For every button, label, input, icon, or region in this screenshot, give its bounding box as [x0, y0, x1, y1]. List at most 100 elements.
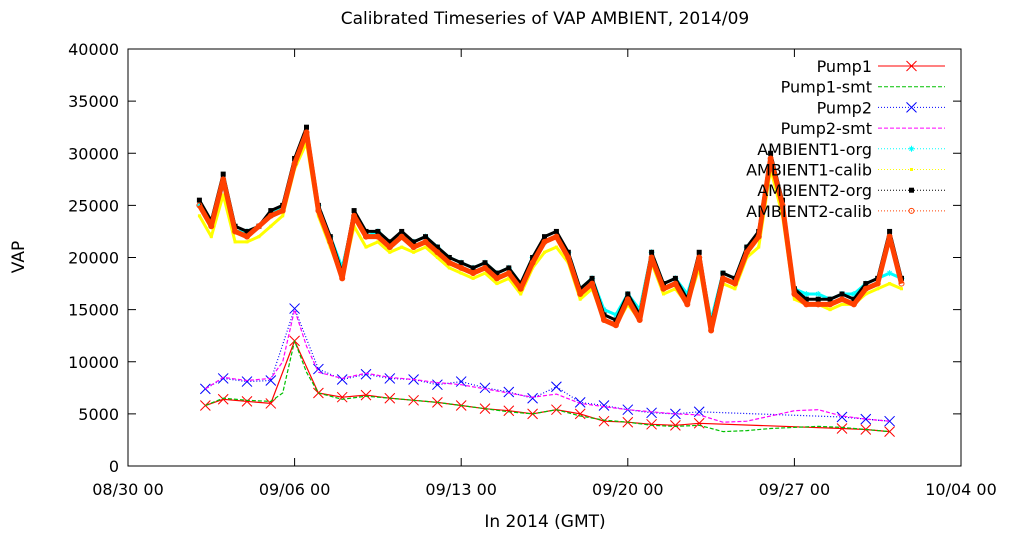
data-point-ambient2-calib: [291, 160, 298, 167]
data-point-pump1: [241, 396, 253, 407]
data-point-ambient2-org: [827, 296, 833, 302]
series-line-ambient2-calib: [197, 129, 904, 333]
data-point-ambient2-calib: [220, 176, 227, 183]
data-point-ambient1-calib: [459, 271, 463, 275]
data-point-ambient2-calib: [232, 228, 239, 235]
y-tick-label: 30000: [68, 144, 119, 163]
data-point-ambient2-calib: [636, 317, 643, 324]
data-point-ambient2-org: [196, 197, 202, 203]
data-point-ambient1-calib: [447, 266, 451, 270]
data-point-ambient2-org: [720, 270, 726, 276]
x-axis-label: In 2014 (GMT): [484, 512, 605, 532]
data-point-ambient2-calib: [779, 202, 786, 209]
data-point-ambient2-calib: [850, 301, 857, 308]
series-line-pump2: [205, 308, 890, 422]
series-pump1: [199, 335, 895, 437]
data-point-ambient2-calib: [410, 244, 417, 251]
data-point-ambient2-calib: [815, 301, 822, 308]
data-point-ambient1-calib: [673, 287, 677, 291]
data-point-ambient2-org: [375, 228, 381, 234]
legend-label: AMBIENT1-calib: [746, 161, 872, 180]
data-point-ambient1-calib: [197, 214, 201, 218]
data-point-ambient2-calib: [517, 285, 524, 292]
data-point-ambient2-org: [851, 296, 857, 302]
data-point-ambient1-org: [612, 311, 619, 318]
data-point-ambient2-org: [399, 228, 405, 234]
data-point-pump1: [217, 393, 229, 405]
data-point-ambient2-calib: [208, 223, 215, 230]
data-point-ambient2-calib: [482, 264, 488, 271]
data-point-ambient1-calib: [543, 250, 546, 254]
data-point-ambient2-calib: [363, 233, 369, 240]
legend-label: Pump2: [817, 98, 872, 117]
data-point-pump2: [836, 411, 848, 423]
x-tick-label: 09/27 00: [759, 480, 831, 499]
data-point-ambient2-org: [363, 228, 369, 234]
data-point-ambient2-calib: [767, 155, 774, 162]
data-point-ambient2-calib: [862, 285, 869, 292]
data-point-ambient2-org: [768, 150, 774, 156]
data-point-ambient1-calib: [435, 256, 439, 259]
data-point-ambient2-org: [458, 260, 464, 266]
data-point-ambient2-org: [351, 208, 357, 214]
data-point-ambient2-calib: [731, 280, 738, 287]
data-point-ambient2-org: [589, 275, 595, 281]
data-point-ambient2-org: [672, 275, 678, 281]
data-point-ambient2-calib: [303, 129, 310, 136]
data-point-ambient1-calib: [245, 240, 249, 244]
series-pump2: [199, 303, 895, 427]
data-point-ambient2-org: [863, 281, 869, 287]
data-point-ambient2-calib: [386, 244, 393, 251]
data-point-pump2: [289, 303, 300, 314]
legend-entry-pump2-smt: Pump2-smt: [781, 119, 945, 138]
data-point-ambient1-calib: [400, 245, 404, 249]
data-point-ambient2-org: [506, 265, 512, 271]
data-point-ambient2-calib: [660, 285, 667, 292]
data-point-ambient2-calib: [279, 207, 286, 214]
data-point-ambient2-calib: [196, 202, 203, 209]
x-tick-label: 09/06 00: [259, 480, 331, 499]
plot-area: [196, 124, 905, 437]
data-point-ambient2-org: [744, 244, 750, 250]
legend-swatch-marker: [906, 60, 917, 72]
data-point-ambient1-calib: [424, 245, 427, 249]
data-point-ambient2-org: [553, 228, 559, 234]
data-point-ambient1-calib: [900, 287, 903, 291]
data-point-ambient2-org: [887, 228, 893, 234]
x-tick-label: 09/20 00: [592, 480, 664, 499]
data-point-ambient2-calib: [470, 270, 477, 277]
y-tick-label: 5000: [78, 405, 119, 424]
data-point-ambient2-org: [649, 249, 655, 255]
data-point-ambient2-calib: [267, 212, 274, 219]
data-point-ambient1-calib: [840, 302, 844, 306]
legend-swatch-marker: [908, 145, 915, 152]
data-point-pump2: [241, 376, 253, 387]
data-point-ambient2-calib: [898, 280, 905, 287]
y-tick-label: 15000: [68, 301, 119, 320]
data-point-pump1: [693, 417, 705, 429]
data-point-ambient1-org: [850, 290, 857, 297]
data-point-ambient2-org: [482, 260, 488, 266]
data-point-pump2: [360, 368, 372, 380]
y-axis-label: VAP: [9, 241, 29, 273]
data-point-pump1: [360, 389, 372, 401]
data-point-ambient1-org: [886, 270, 893, 277]
data-point-ambient2-org: [423, 234, 428, 240]
data-point-ambient2-org: [387, 239, 393, 245]
data-point-ambient2-org: [696, 249, 702, 255]
data-point-ambient2-calib: [577, 290, 584, 297]
chart-title: Calibrated Timeseries of VAP AMBIENT, 20…: [341, 9, 749, 29]
data-point-pump2: [574, 397, 586, 408]
data-point-ambient1-calib: [257, 235, 261, 239]
data-point-ambient2-calib: [708, 327, 715, 334]
data-point-ambient2-org: [220, 171, 226, 177]
legend-label: AMBIENT2-org: [757, 181, 872, 200]
data-point-ambient2-calib: [743, 249, 750, 256]
data-point-pump2: [217, 373, 229, 384]
data-point-ambient2-calib: [398, 233, 405, 240]
legend-swatch-marker: [906, 102, 917, 113]
data-point-ambient2-calib: [255, 223, 262, 230]
legend-entry-ambient2-org: AMBIENT2-org: [757, 181, 945, 200]
data-point-pump2: [384, 373, 396, 384]
